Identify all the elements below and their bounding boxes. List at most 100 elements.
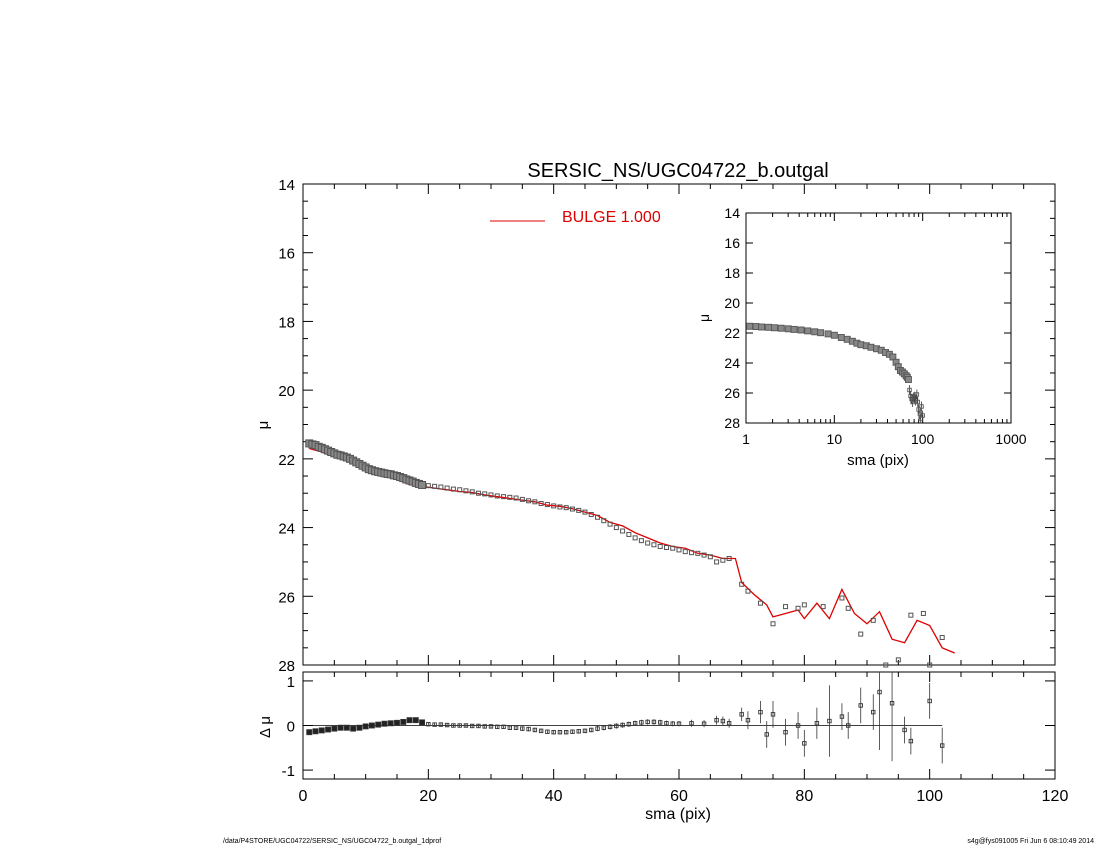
inset-x-tick-label: 10 xyxy=(827,431,843,447)
profile-data-point xyxy=(757,600,763,606)
residual-data-point xyxy=(513,725,519,730)
residual-y-axis-label: Δ μ xyxy=(257,716,274,738)
residual-data-point xyxy=(670,721,675,726)
residual-panel: 10-10 20 40 60 80 100 120 xyxy=(282,671,1069,805)
residual-x-tick-label: 120 xyxy=(1042,788,1069,805)
main-y-tick-label: 16 xyxy=(278,246,295,263)
legend-label-bulge: BULGE 1.000 xyxy=(562,209,661,226)
residual-data-point xyxy=(582,728,588,734)
inset-data-point xyxy=(771,324,778,332)
residual-data-point xyxy=(576,729,581,734)
residual-data-point xyxy=(658,720,663,725)
inset-data-point xyxy=(784,325,792,333)
residual-data-point xyxy=(827,718,832,724)
residual-data-point xyxy=(482,724,487,729)
inset-y-tick-label: 24 xyxy=(724,355,740,371)
profile-data-point xyxy=(645,540,651,546)
residual-data-point xyxy=(520,726,525,731)
profile-data-point xyxy=(820,604,826,610)
profile-data-point xyxy=(927,662,933,668)
profile-data-point xyxy=(739,581,745,587)
profile-data-point xyxy=(682,549,688,555)
legend: BULGE 1.000 xyxy=(490,209,661,226)
residual-data-point xyxy=(632,721,638,726)
inset-data-point xyxy=(916,407,921,412)
profile-data-point xyxy=(482,491,488,497)
residual-data-point xyxy=(337,724,344,731)
residual-data-point xyxy=(495,724,500,730)
profile-data-point xyxy=(839,595,845,601)
inset-data-point xyxy=(837,334,845,341)
chart-title: SERSIC_NS/UGC04722_b.outgal xyxy=(527,160,828,182)
profile-data-point xyxy=(620,528,626,534)
inset-data-point xyxy=(777,324,785,332)
profile-data-point xyxy=(507,494,513,500)
inset-data-point xyxy=(797,326,805,334)
profile-data-point xyxy=(532,499,538,505)
residual-data-point xyxy=(356,724,363,731)
residual-data-point xyxy=(564,729,569,735)
inset-data-point xyxy=(804,327,812,335)
profile-data-point xyxy=(494,493,500,499)
profile-data-point xyxy=(663,544,669,550)
inset-data-point xyxy=(915,399,920,405)
inset-data-point xyxy=(919,404,924,409)
inset-y-tick-label: 22 xyxy=(724,325,740,341)
residual-data-point xyxy=(802,741,807,746)
residual-data-point xyxy=(620,722,625,728)
profile-data-point xyxy=(707,554,713,560)
profile-data-point xyxy=(475,490,481,496)
profile-data-point xyxy=(689,550,695,556)
inset-y-tick-label: 18 xyxy=(724,265,740,281)
inset-data-point xyxy=(824,330,832,338)
profile-data-point xyxy=(469,489,475,495)
profile-data-point xyxy=(801,602,807,608)
residual-data-point xyxy=(488,724,494,729)
residual-data-point xyxy=(770,712,776,717)
residual-data-point xyxy=(318,727,325,734)
profile-data-point xyxy=(595,514,601,520)
profile-data-point xyxy=(457,487,463,493)
main-y-tick-label: 26 xyxy=(278,589,295,606)
profile-data-point xyxy=(544,502,550,508)
residual-data-point xyxy=(877,689,882,695)
profile-data-point xyxy=(745,588,751,594)
profile-data-point xyxy=(638,538,644,544)
profile-data-point xyxy=(845,605,851,611)
residual-data-point xyxy=(902,727,907,733)
profile-data-point xyxy=(444,485,450,491)
footer-file-path: /data/P4STORE/UGC04722/SERSIC_NS/UGC0472… xyxy=(223,838,442,845)
residual-data-point xyxy=(927,698,932,704)
profile-data-point xyxy=(726,555,732,561)
residual-data-point xyxy=(889,701,895,706)
residual-data-point xyxy=(720,718,726,724)
profile-data-point xyxy=(488,492,494,498)
profile-data-point xyxy=(501,494,507,500)
residual-data-point xyxy=(614,723,619,729)
inset-x-axis-label: sma (pix) xyxy=(847,452,909,469)
residual-data-point xyxy=(589,727,594,733)
residual-y-tick-label: 0 xyxy=(287,719,295,736)
residual-data-point xyxy=(795,723,801,728)
residual-data-point xyxy=(526,726,531,732)
inset-y-tick-label: 14 xyxy=(724,205,740,221)
residual-data-point xyxy=(532,727,538,733)
inset-data-point xyxy=(914,392,920,397)
main-y-tick-label: 28 xyxy=(278,658,295,675)
residual-data-point xyxy=(406,717,413,724)
residual-data-point xyxy=(444,722,450,728)
main-y-tick-label: 20 xyxy=(278,383,295,400)
inset-y-axis-label: μ xyxy=(696,314,712,322)
profile-data-point xyxy=(563,505,569,511)
profile-data-point xyxy=(920,610,926,616)
main-y-tick-label: 24 xyxy=(278,521,295,538)
residual-data-point xyxy=(400,718,407,725)
residual-x-tick-label: 80 xyxy=(795,788,813,805)
inset-data-point xyxy=(765,323,772,331)
residual-data-point xyxy=(745,717,751,723)
inset-x-tick-label: 1000 xyxy=(995,431,1026,447)
residual-data-point xyxy=(545,729,550,734)
residual-data-point xyxy=(426,721,431,727)
footer-timestamp: s4g@fys091005 Fri Jun 6 08:10:49 2014 xyxy=(967,838,1094,845)
residual-data-point xyxy=(387,720,394,727)
